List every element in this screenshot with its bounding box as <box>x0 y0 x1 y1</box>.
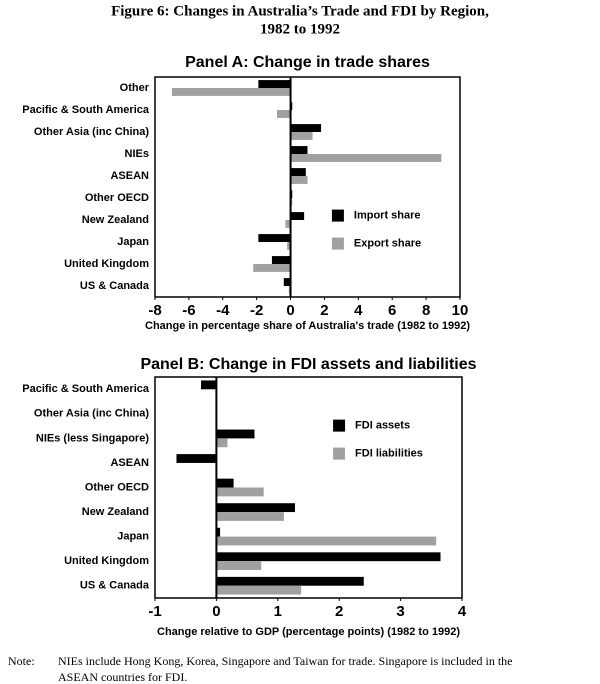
note-text: NIEs include Hong Kong, Korea, Singapore… <box>58 654 513 668</box>
bar <box>287 242 291 250</box>
y-tick-label: Other Asia (inc China) <box>34 126 149 138</box>
x-tick-label: -1 <box>148 603 161 620</box>
panel-title: Panel A: Change in trade shares <box>185 54 430 71</box>
y-tick-label: Other Asia (inc China) <box>34 408 149 420</box>
bar <box>216 576 364 586</box>
y-tick-label: United Kingdom <box>64 555 149 567</box>
plot-frame <box>154 376 463 599</box>
bar <box>258 234 291 242</box>
bar <box>290 146 308 154</box>
y-tick-label: Pacific & South America <box>22 104 150 116</box>
y-tick-label: NIEs (less Singapore) <box>36 432 149 444</box>
x-tick-label: 3 <box>396 603 404 620</box>
bar <box>253 264 291 272</box>
bar <box>216 487 264 497</box>
legend-swatch <box>333 447 346 460</box>
bar <box>290 154 442 162</box>
bar <box>277 110 291 118</box>
y-tick-label: New Zealand <box>82 506 149 518</box>
y-tick-label: ASEAN <box>110 170 149 182</box>
bar <box>290 132 313 140</box>
legend-swatch <box>331 237 344 250</box>
legend-label: FDI liabilities <box>355 448 423 460</box>
note-label: Note: <box>8 654 35 668</box>
panel-title: Panel B: Change in FDI assets and liabil… <box>140 356 476 373</box>
bar <box>216 561 262 571</box>
y-tick-label: Japan <box>117 236 149 248</box>
bar <box>216 527 221 537</box>
bar <box>216 503 295 513</box>
bar <box>216 478 234 488</box>
bar <box>201 380 217 390</box>
y-tick-label: US & Canada <box>80 280 150 292</box>
x-tick-label: 2 <box>320 302 328 319</box>
x-axis-label: Change relative to GDP (percentage point… <box>157 626 460 638</box>
bar <box>216 552 441 562</box>
x-tick-label: -8 <box>148 302 161 319</box>
bar <box>176 454 217 463</box>
bar <box>216 429 255 439</box>
x-tick-label: 4 <box>458 603 467 620</box>
bar <box>216 438 228 448</box>
note-text: ASEAN countries for FDI. <box>58 670 187 684</box>
y-tick-label: NIEs <box>125 148 149 160</box>
bar <box>216 536 437 546</box>
x-tick-label: 6 <box>388 302 396 319</box>
y-tick-label: Other OECD <box>85 192 149 204</box>
bar <box>216 585 302 595</box>
y-tick-label: Pacific & South America <box>22 383 150 395</box>
bar <box>285 220 291 228</box>
x-tick-label: 2 <box>335 603 343 620</box>
y-tick-label: United Kingdom <box>64 258 149 270</box>
x-tick-label: -4 <box>216 302 230 319</box>
x-tick-label: 1 <box>274 603 282 620</box>
bar <box>216 512 284 521</box>
bar <box>290 212 305 220</box>
bar <box>290 168 306 176</box>
x-tick-label: 0 <box>212 603 220 620</box>
y-tick-label: New Zealand <box>82 214 149 226</box>
legend-swatch <box>333 419 346 432</box>
legend-label: FDI assets <box>355 420 410 432</box>
figure-title: 1982 to 1992 <box>260 21 340 37</box>
bar <box>290 124 322 132</box>
figure-title: Figure 6: Changes in Australia’s Trade a… <box>111 3 489 19</box>
x-tick-label: 4 <box>354 302 363 319</box>
y-tick-label: Japan <box>117 531 149 543</box>
legend-label: Import share <box>354 210 421 222</box>
bar <box>290 176 308 184</box>
y-tick-label: Other OECD <box>85 481 149 493</box>
bar <box>258 80 291 88</box>
y-tick-label: Other <box>120 82 150 94</box>
x-tick-label: -6 <box>182 302 195 319</box>
y-tick-label: ASEAN <box>110 457 149 469</box>
x-axis-label: Change in percentage share of Australia'… <box>145 320 470 332</box>
bar <box>171 88 291 96</box>
x-tick-label: 0 <box>286 302 294 319</box>
x-tick-label: 10 <box>452 302 469 319</box>
legend-label: Export share <box>354 238 421 250</box>
bar <box>271 256 291 264</box>
x-tick-label: -2 <box>250 302 263 319</box>
y-tick-label: US & Canada <box>80 580 150 592</box>
bar <box>283 278 291 286</box>
x-tick-label: 8 <box>422 302 430 319</box>
legend-swatch <box>331 209 344 222</box>
plot-frame <box>154 76 461 298</box>
